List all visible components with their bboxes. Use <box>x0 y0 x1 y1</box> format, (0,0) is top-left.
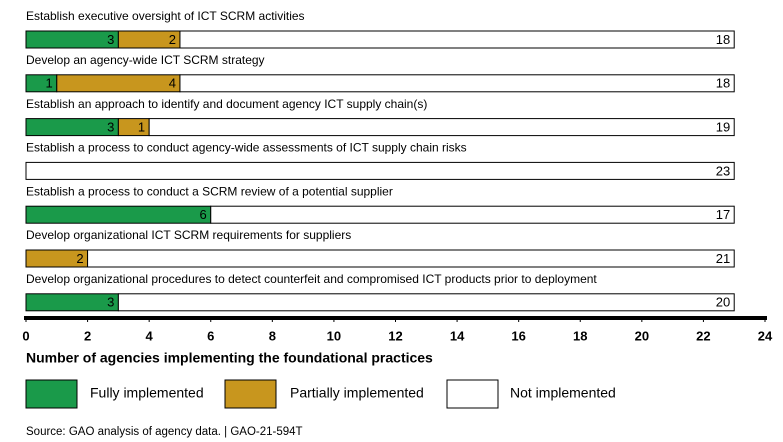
source-note: Source: GAO analysis of agency data. | G… <box>26 426 303 438</box>
legend-label: Not implemented <box>510 385 616 401</box>
value-label: 3 <box>107 32 114 47</box>
bar-segment <box>25 161 735 180</box>
value-label: 4 <box>169 76 176 91</box>
x-tick-label: 2 <box>84 328 91 343</box>
x-tick-label: 14 <box>450 328 465 343</box>
value-label: 20 <box>716 295 730 310</box>
value-label: 2 <box>76 251 83 266</box>
value-label: 3 <box>107 120 114 135</box>
bar-segment <box>148 118 735 137</box>
category-label: Establish a process to conduct a SCRM re… <box>26 184 393 198</box>
category-label: Establish a process to conduct agency-wi… <box>26 141 467 155</box>
value-label: 18 <box>716 32 730 47</box>
legend-swatch <box>25 379 78 409</box>
category-label: Develop organizational procedures to det… <box>26 272 597 286</box>
x-tick-label: 0 <box>22 328 29 343</box>
bar-segment <box>25 118 119 137</box>
value-label: 21 <box>716 251 730 266</box>
x-tick-label: 12 <box>388 328 402 343</box>
bar-segment <box>25 205 212 224</box>
value-label: 6 <box>200 207 207 222</box>
value-label: 3 <box>107 295 114 310</box>
category-label: Establish an approach to identify and do… <box>26 97 427 111</box>
bar-segment <box>210 205 735 224</box>
bar-segment <box>87 249 735 268</box>
x-tick-label: 4 <box>146 328 154 343</box>
legend-swatch <box>224 379 277 409</box>
value-label: 1 <box>138 120 145 135</box>
bar-segment <box>25 30 119 49</box>
value-label: 2 <box>169 32 176 47</box>
bar-segment <box>179 30 735 49</box>
legend-label: Fully implemented <box>90 385 204 401</box>
value-label: 18 <box>716 76 730 91</box>
value-label: 17 <box>716 207 730 222</box>
legend-swatch <box>446 379 499 409</box>
value-label: 1 <box>46 76 53 91</box>
category-label: Develop organizational ICT SCRM requirem… <box>26 228 351 242</box>
bar-segment <box>179 74 735 93</box>
category-label: Develop an agency-wide ICT SCRM strategy <box>26 53 265 67</box>
value-label: 23 <box>716 163 730 178</box>
category-label: Establish executive oversight of ICT SCR… <box>26 9 305 23</box>
bar-segment <box>117 293 735 312</box>
x-tick-label: 8 <box>269 328 276 343</box>
value-label: 19 <box>716 120 730 135</box>
legend-label: Partially implemented <box>290 385 424 401</box>
x-tick-label: 24 <box>758 328 773 343</box>
x-tick-label: 18 <box>573 328 587 343</box>
x-axis-label: Number of agencies implementing the foun… <box>26 350 433 366</box>
x-tick-label: 10 <box>327 328 341 343</box>
x-tick-label: 6 <box>207 328 214 343</box>
x-tick-label: 16 <box>511 328 525 343</box>
x-tick-label: 20 <box>635 328 649 343</box>
bar-segment <box>56 74 181 93</box>
x-tick-label: 22 <box>696 328 710 343</box>
bar-segment <box>25 293 119 312</box>
